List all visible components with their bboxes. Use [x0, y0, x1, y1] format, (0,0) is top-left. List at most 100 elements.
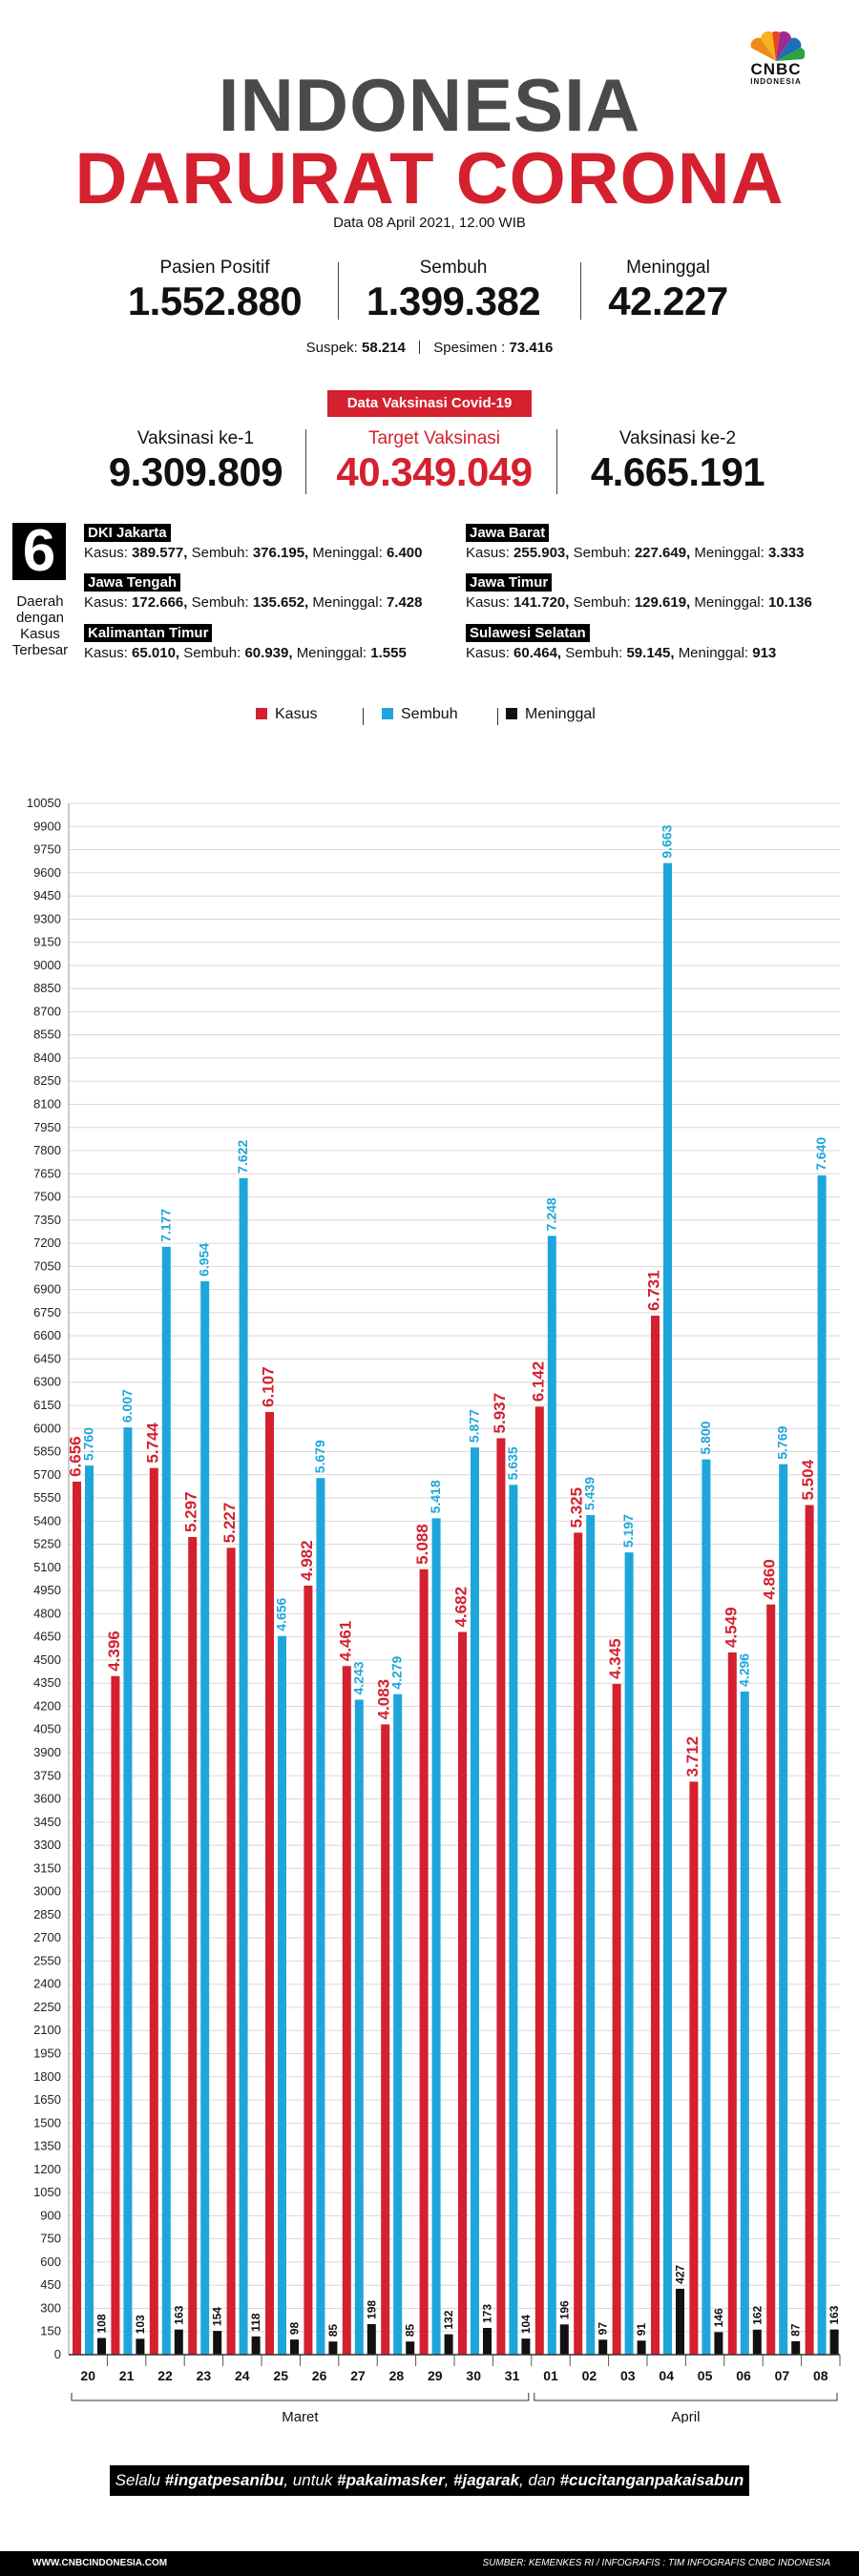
data-label-kasus: 5.504 [799, 1459, 817, 1500]
bar-kasus [574, 1532, 583, 2355]
bar-sembuh [779, 1464, 788, 2355]
y-tick-label: 7800 [33, 1143, 61, 1157]
stat-meninggal-label: Meninggal [626, 258, 710, 278]
target-vaksin-label: Target Vaksinasi [368, 428, 500, 448]
x-tick-label: 22 [157, 2368, 173, 2383]
data-label-sembuh: 4.279 [389, 1655, 405, 1689]
y-tick-label: 1650 [33, 2092, 61, 2107]
y-tick-label: 2700 [33, 1930, 61, 1944]
data-label-meninggal: 196 [557, 2300, 571, 2319]
bar-meninggal [97, 2337, 106, 2355]
data-label-sembuh: 5.197 [620, 1514, 636, 1548]
bar-meninggal [174, 2329, 183, 2355]
y-tick-label: 2550 [33, 1953, 61, 1967]
y-tick-label: 1200 [33, 2162, 61, 2176]
suspek-value: 58.214 [362, 340, 406, 356]
x-tick-label: 02 [582, 2368, 597, 2383]
y-tick-label: 5700 [33, 1467, 61, 1482]
stat-positif-label: Pasien Positif [159, 258, 270, 278]
y-tick-label: 9450 [33, 888, 61, 903]
bar-kasus [689, 1781, 699, 2355]
y-tick-label: 750 [40, 2232, 61, 2246]
region-item: Kalimantan Timur Kasus: 65.010, Sembuh: … [84, 624, 407, 661]
bar-kasus [73, 1481, 81, 2355]
y-tick-label: 6900 [33, 1282, 61, 1297]
y-tick-label: 1350 [33, 2139, 61, 2153]
title-line-2: DARURAT CORONA [74, 138, 785, 219]
y-tick-label: 7650 [33, 1166, 61, 1180]
data-label-meninggal: 427 [674, 2265, 687, 2284]
y-tick-label: 9300 [33, 911, 61, 925]
x-tick-label: 20 [80, 2368, 95, 2383]
y-tick-label: 4200 [33, 1698, 61, 1713]
region-item: Jawa Barat Kasus: 255.903, Sembuh: 227.6… [466, 524, 804, 561]
bar-kasus [534, 1406, 544, 2355]
bar-kasus [766, 1604, 776, 2355]
y-tick-label: 600 [40, 2254, 61, 2269]
bar-kasus [381, 1724, 390, 2355]
region-detail: Kasus: 172.666, Sembuh: 135.652, Meningg… [84, 594, 423, 611]
vaksin-2-label: Vaksinasi ke-2 [618, 428, 737, 448]
y-tick-label: 3000 [33, 1884, 61, 1899]
x-tick-label: 28 [389, 2368, 405, 2383]
logo-text: CNBC [750, 60, 802, 78]
data-label-kasus: 5.325 [568, 1487, 586, 1528]
y-tick-label: 4950 [33, 1583, 61, 1597]
bar-meninggal [598, 2339, 608, 2355]
y-tick-label: 1050 [33, 2185, 61, 2199]
region-detail: Kasus: 255.903, Sembuh: 227.649, Meningg… [466, 545, 805, 561]
data-label-sembuh: 7.640 [813, 1137, 828, 1171]
stat-positif-value: 1.552.880 [127, 279, 303, 323]
data-label-kasus: 4.345 [606, 1638, 624, 1679]
vaksin-badge: Data Vaksinasi Covid-19 [327, 390, 532, 417]
bar-sembuh [85, 1465, 94, 2355]
bar-kasus [419, 1568, 429, 2355]
data-label-kasus: 5.088 [413, 1524, 431, 1565]
region-detail: Kasus: 389.577, Sembuh: 376.195, Meningg… [84, 545, 423, 561]
bar-meninggal [444, 2334, 453, 2355]
data-label-sembuh: 4.243 [350, 1661, 366, 1694]
bar-meninggal [367, 2323, 376, 2355]
bar-sembuh [393, 1693, 403, 2355]
vaksin-1-label: Vaksinasi ke-1 [136, 428, 255, 448]
month-bracket [71, 2393, 530, 2401]
stat-target-vaksin: Target Vaksinasi 40.349.049 [310, 428, 558, 495]
data-label-kasus: 4.682 [452, 1587, 471, 1628]
site-link[interactable]: WWW.CNBCINDONESIA.COM [32, 2558, 168, 2568]
region-count: 6 [12, 522, 66, 581]
data-label-kasus: 4.860 [761, 1559, 779, 1600]
bar-chart: 0 150 300 450 600 750 900 1050 1200 1350 1500 1650 1… [27, 796, 841, 2423]
bar-sembuh [161, 1246, 171, 2355]
suspek-spesimen: Suspek: 58.214 Spesimen : 73.416 [0, 340, 859, 356]
x-tick-label: 23 [197, 2368, 212, 2383]
region-caption-line: Terbesar [11, 642, 69, 658]
data-label-kasus: 6.142 [529, 1361, 547, 1402]
bar-kasus [727, 1652, 737, 2355]
bar-meninggal [714, 2332, 723, 2355]
bar-sembuh [663, 862, 672, 2355]
y-tick-label: 7350 [33, 1213, 61, 1227]
bar-sembuh [471, 1447, 479, 2355]
legend-label: Kasus [275, 706, 318, 722]
y-tick-label: 5850 [33, 1444, 61, 1459]
cnbc-logo: CNBC INDONESIA [733, 29, 819, 86]
x-tick-label: 08 [813, 2368, 828, 2383]
y-tick-label: 4350 [33, 1675, 61, 1690]
data-label-meninggal: 154 [211, 2307, 224, 2326]
stat-vaksin-1: Vaksinasi ke-1 9.309.809 [81, 428, 310, 495]
y-tick-label: 6600 [33, 1328, 61, 1342]
y-tick-label: 6450 [33, 1351, 61, 1365]
y-tick-label: 8550 [33, 1028, 61, 1042]
stat-positif: Pasien Positif 1.552.880 [105, 258, 325, 324]
bar-sembuh [740, 1691, 749, 2355]
data-label-meninggal: 146 [712, 2308, 725, 2327]
y-tick-label: 3600 [33, 1792, 61, 1806]
bar-sembuh [200, 1280, 210, 2355]
bar-kasus [496, 1438, 506, 2355]
bar-meninggal [328, 2341, 338, 2355]
data-label-sembuh: 6.007 [119, 1389, 135, 1423]
data-label-meninggal: 108 [95, 2314, 109, 2333]
y-tick-label: 8400 [33, 1050, 61, 1065]
source-credit: SUMBER: KEMENKES RI / INFOGRAFIS : TIM I… [482, 2558, 830, 2568]
bar-kasus [265, 1411, 274, 2355]
